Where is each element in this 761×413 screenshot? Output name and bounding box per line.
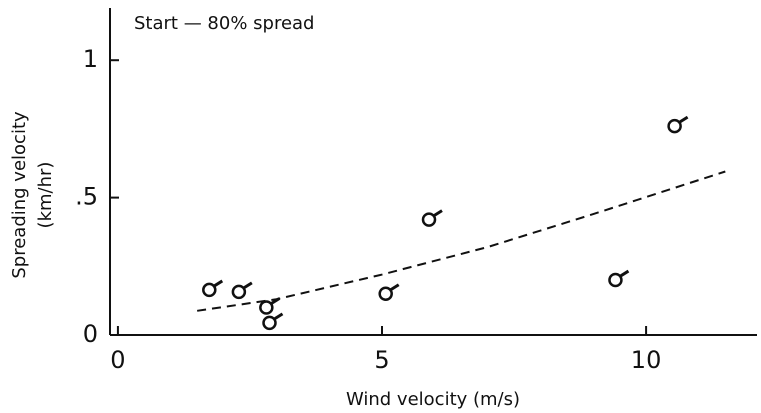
wind-arrow <box>389 283 400 292</box>
y-axis-label: (km/hr) <box>35 162 56 229</box>
point <box>667 118 682 134</box>
y-tick-label: .5 <box>75 183 98 211</box>
wind-arrow <box>619 269 630 278</box>
fit-curve <box>197 170 726 312</box>
wind-arrow <box>273 312 284 321</box>
wind-arrow <box>433 209 443 217</box>
x-axis-label: Wind velocity (m/s) <box>346 389 520 410</box>
x-tick-label: 0 <box>110 346 125 374</box>
annotation: Start — 80% spread <box>134 13 314 34</box>
x-tick-label: 10 <box>631 346 662 374</box>
wind-arrow <box>678 115 689 124</box>
point <box>262 315 277 331</box>
y-tick-label: 0 <box>83 320 98 348</box>
wind-arrow <box>270 297 281 305</box>
y-axis-label: Spreading velocity <box>9 111 30 279</box>
point <box>608 272 623 288</box>
point <box>421 212 437 227</box>
point <box>202 282 217 298</box>
point <box>259 300 274 315</box>
x-tick-label: 5 <box>374 346 389 374</box>
wind-arrow <box>213 279 224 288</box>
point <box>378 286 393 302</box>
point <box>231 284 247 300</box>
y-tick-label: 1 <box>83 45 98 73</box>
wind-arrow <box>243 281 253 290</box>
